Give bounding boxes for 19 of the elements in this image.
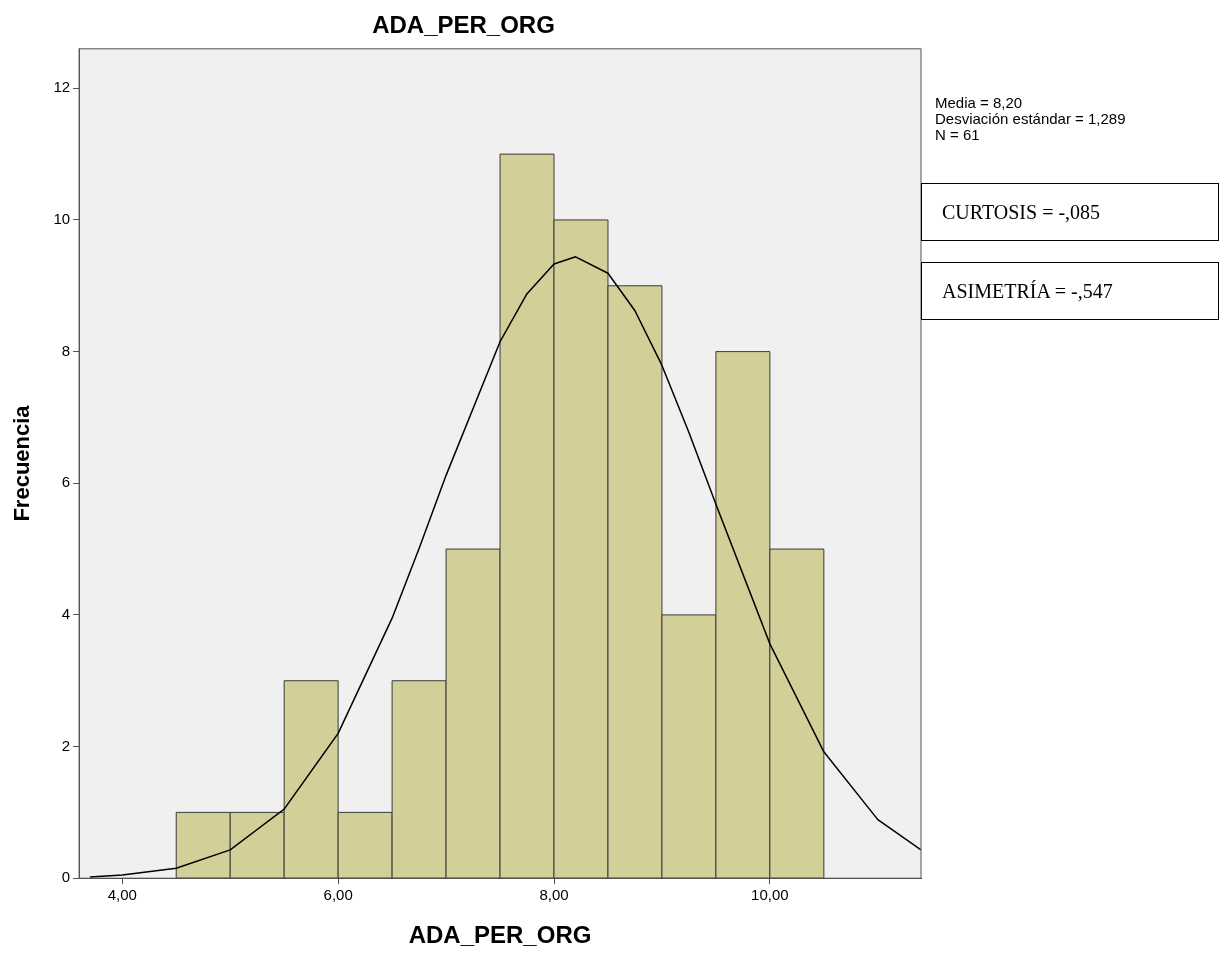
x-tick-label: 4,00 <box>107 886 137 904</box>
y-tick-label: 10 <box>53 210 71 228</box>
x-tick-label: 8,00 <box>539 886 569 904</box>
text: N = 61 <box>935 126 980 143</box>
text: ASIMETRÍA = -,547 <box>921 262 1219 320</box>
y-tick-label: 0 <box>61 868 71 886</box>
text: CURTOSIS = -,085 <box>921 183 1219 241</box>
chart-title: ADA_PER_ORG <box>372 11 555 39</box>
y-tick-label: 2 <box>61 736 71 754</box>
y-tick-label: 4 <box>61 605 71 623</box>
y-tick-label: 6 <box>61 473 71 491</box>
y-axis-title: Frecuencia <box>9 404 35 522</box>
x-axis-title: ADA_PER_ORG <box>408 921 592 949</box>
y-tick-label: 12 <box>53 78 71 96</box>
x-tick-label: 6,00 <box>323 886 353 904</box>
text: Desviación estándar = 1,289 <box>935 110 1126 127</box>
text: Media = 8,20 <box>935 94 1023 111</box>
y-tick-label: 8 <box>61 341 71 359</box>
x-tick-label: 10,00 <box>751 886 789 904</box>
